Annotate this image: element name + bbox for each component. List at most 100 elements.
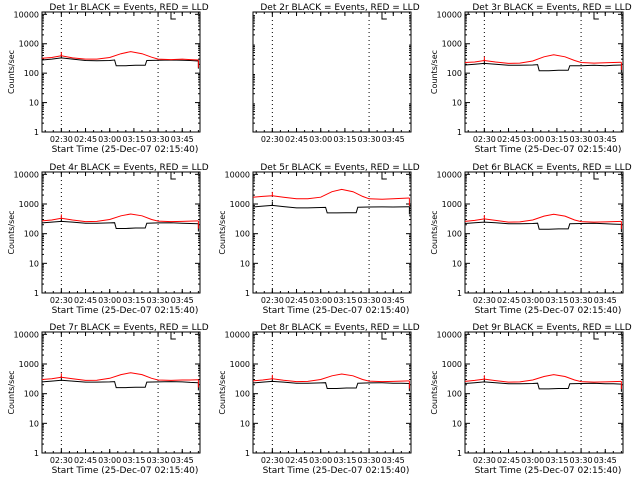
plot-frame [464, 331, 624, 454]
x-tick-label: 03:45 [171, 456, 194, 465]
y-tick-label: 1 [457, 449, 462, 458]
plot-frame [464, 11, 624, 133]
lld-rate-line [41, 51, 199, 61]
events-rate-line [252, 204, 410, 214]
y-tick-label: 100 [24, 69, 39, 78]
events-rate-line [41, 379, 199, 389]
y-tick-label: 10000 [14, 10, 39, 19]
x-tick-label: 02:30 [473, 135, 496, 144]
y-axis-label: Counts/sec [430, 210, 439, 254]
x-tick-label: 03:00 [309, 296, 332, 305]
x-tick-label: 03:00 [521, 296, 544, 305]
y-axis-label: Counts/sec [218, 370, 227, 414]
x-tick-label: 03:45 [594, 135, 617, 144]
x-tick-label: 03:30 [147, 135, 170, 144]
x-axis-label: Start Time (25-Dec-07 02:15:40) [52, 466, 199, 476]
y-tick-label: 10 [452, 259, 462, 268]
chart-panel: Det 2r BLACK = Events, RED = LLD 02:30 02:… [252, 3, 420, 144]
x-tick-label: 02:45 [74, 296, 97, 305]
y-tick-label: 10 [29, 419, 39, 428]
plot-frame [41, 171, 201, 294]
frame-marker [381, 12, 387, 20]
y-tick-label: 1000 [19, 360, 39, 369]
x-tick-label: 02:45 [285, 135, 308, 144]
lld-rate-line [464, 374, 622, 383]
y-tick-label: 100 [235, 230, 250, 239]
x-tick-label: 03:15 [333, 296, 356, 305]
y-tick-label: 1000 [442, 360, 462, 369]
x-tick-label: 03:30 [147, 456, 170, 465]
y-tick-label: 1000 [19, 40, 39, 49]
x-tick-label: 03:45 [594, 296, 617, 305]
x-tick-label: 03:15 [333, 135, 356, 144]
x-tick-label: 03:45 [382, 456, 405, 465]
y-tick-label: 1 [457, 128, 462, 137]
chart-title: Det 2r BLACK = Events, RED = LLD [260, 3, 419, 13]
x-tick-label: 03:30 [358, 296, 381, 305]
chart-panel: Det 3r BLACK = Events, RED = LLD 02:30 02:… [430, 3, 632, 155]
y-tick-label: 10000 [437, 330, 462, 339]
y-tick-label: 10 [240, 419, 250, 428]
y-tick-label: 10 [452, 419, 462, 428]
y-tick-label: 1000 [442, 200, 462, 209]
y-tick-label: 1 [34, 449, 39, 458]
x-tick-label: 03:00 [309, 456, 332, 465]
lld-rate-line [252, 373, 410, 383]
chart-panel: Det 9r BLACK = Events, RED = LLD 02:30 02:… [430, 323, 632, 476]
y-tick-label: 10 [240, 259, 250, 268]
events-rate-line [41, 57, 199, 67]
y-tick-label: 1 [457, 289, 462, 298]
x-axis-label: Start Time (25-Dec-07 02:15:40) [475, 145, 622, 155]
events-rate-line [464, 62, 622, 72]
x-tick-label: 03:15 [122, 296, 145, 305]
y-axis-label: Counts/sec [430, 370, 439, 414]
y-tick-label: 1 [34, 289, 39, 298]
chart-title: Det 1r BLACK = Events, RED = LLD [49, 3, 208, 13]
plot-frame [252, 171, 412, 294]
lld-rate-line [252, 188, 410, 200]
x-tick-label: 03:15 [545, 135, 568, 144]
y-axis-label: Counts/sec [7, 370, 16, 414]
chart-title: Det 4r BLACK = Events, RED = LLD [49, 163, 208, 173]
y-axis-label: Counts/sec [7, 210, 16, 254]
plot-frame [252, 331, 412, 454]
y-tick-label: 10 [29, 259, 39, 268]
x-axis-label: Start Time (25-Dec-07 02:15:40) [475, 466, 622, 476]
y-tick-label: 1 [34, 128, 39, 137]
chart-panel: Det 6r BLACK = Events, RED = LLD 02:30 02:… [430, 163, 632, 316]
y-tick-label: 10000 [225, 330, 250, 339]
x-tick-label: 03:45 [171, 135, 194, 144]
lld-rate-line [41, 213, 199, 223]
frame-marker [170, 332, 176, 340]
y-tick-label: 10000 [14, 170, 39, 179]
y-tick-label: 100 [24, 230, 39, 239]
x-tick-label: 03:45 [171, 296, 194, 305]
x-tick-label: 02:30 [261, 456, 284, 465]
events-rate-line [464, 221, 622, 230]
x-axis-label: Start Time (25-Dec-07 02:15:40) [263, 466, 410, 476]
x-axis-label: Start Time (25-Dec-07 02:15:40) [52, 145, 199, 155]
chart-panel: Det 8r BLACK = Events, RED = LLD 02:30 02:… [218, 323, 420, 476]
x-tick-label: 02:45 [497, 135, 520, 144]
y-tick-label: 10 [29, 99, 39, 108]
y-tick-label: 10000 [437, 170, 462, 179]
x-tick-label: 03:00 [309, 135, 332, 144]
y-tick-label: 1 [245, 449, 250, 458]
y-tick-label: 100 [447, 230, 462, 239]
chart-panel: Det 7r BLACK = Events, RED = LLD 02:30 02:… [7, 323, 209, 476]
x-tick-label: 03:30 [570, 135, 593, 144]
frame-marker [593, 332, 599, 340]
frame-marker [170, 172, 176, 180]
x-tick-label: 02:30 [261, 135, 284, 144]
y-tick-label: 10000 [437, 10, 462, 19]
x-tick-label: 03:30 [358, 456, 381, 465]
x-tick-label: 02:45 [74, 456, 97, 465]
x-tick-label: 03:15 [545, 296, 568, 305]
x-tick-label: 03:00 [98, 296, 121, 305]
frame-marker [381, 332, 387, 340]
lld-rate-line [464, 213, 622, 223]
x-tick-label: 03:30 [570, 296, 593, 305]
x-tick-label: 03:30 [147, 296, 170, 305]
x-tick-label: 02:45 [497, 456, 520, 465]
